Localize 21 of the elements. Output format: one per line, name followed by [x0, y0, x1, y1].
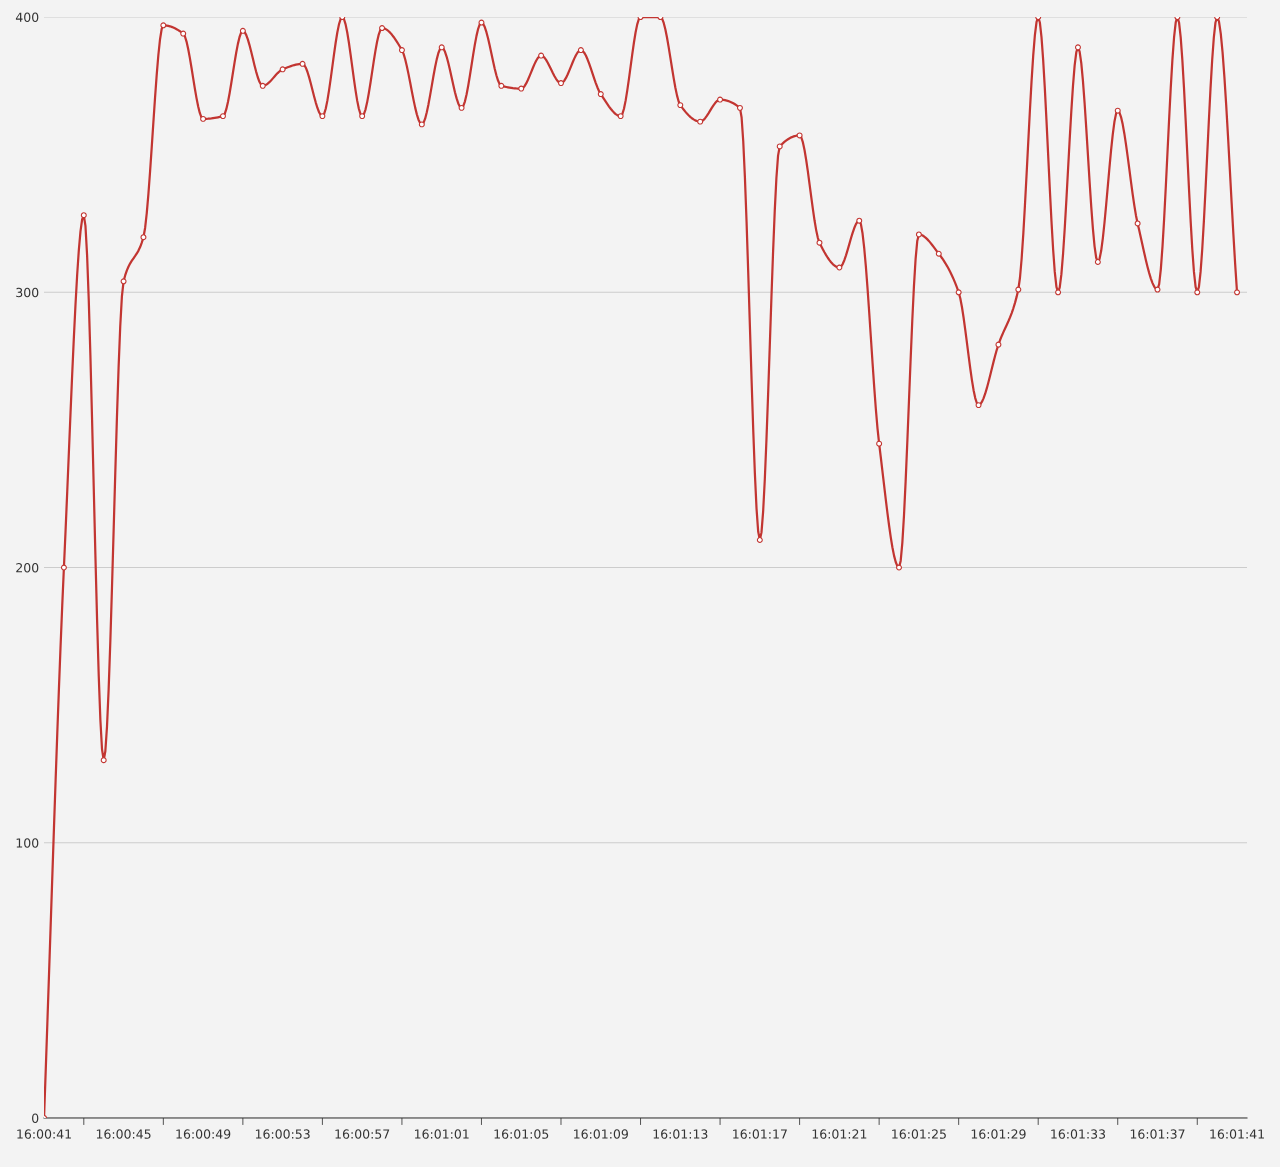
y-tick-label: 200 — [16, 562, 39, 573]
x-tick-label: 16:01:17 — [733, 1129, 787, 1139]
x-tick-label: 16:01:41 — [1210, 1129, 1264, 1139]
x-tick-label: 16:01:09 — [574, 1129, 628, 1139]
x-tick-label: 16:01:29 — [971, 1129, 1026, 1139]
x-tick-label: 16:01:37 — [1130, 1129, 1185, 1139]
x-tick-label: 16:01:01 — [415, 1129, 469, 1139]
x-tick-label: 16:01:05 — [494, 1129, 549, 1139]
x-tick-label: 16:00:57 — [335, 1129, 390, 1139]
x-tick-label: 16:00:41 — [17, 1129, 71, 1139]
x-tick-label: 16:01:13 — [653, 1129, 708, 1139]
y-tick-label: 300 — [16, 287, 39, 298]
x-tick-label: 16:00:45 — [96, 1129, 151, 1139]
x-tick-label: 16:01:33 — [1051, 1129, 1106, 1139]
y-tick-label: 0 — [32, 1113, 39, 1123]
x-tick-label: 16:01:25 — [892, 1129, 946, 1139]
y-tick-label: 400 — [15, 12, 39, 22]
x-tick-label: 16:00:49 — [176, 1129, 231, 1139]
x-tick-label: 16:00:53 — [255, 1129, 310, 1139]
x-tick-label: 16:01:21 — [812, 1129, 867, 1139]
y-tick-label: 100 — [16, 838, 39, 848]
